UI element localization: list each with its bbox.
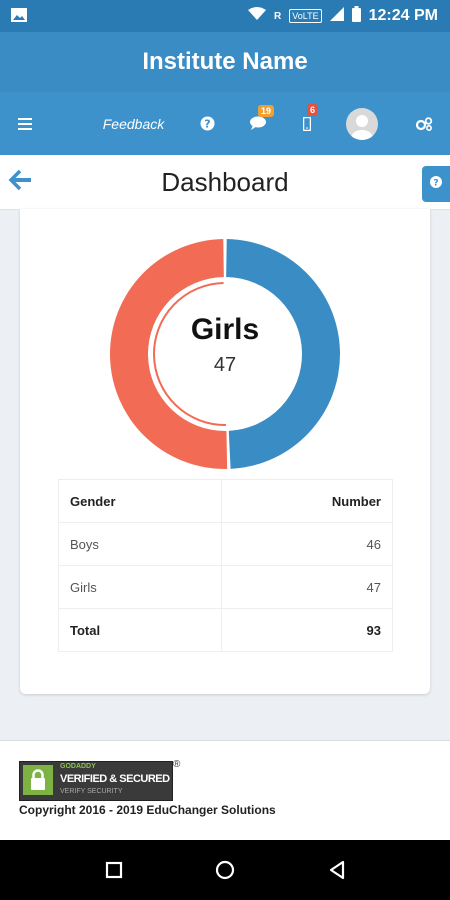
gender-donut-chart	[110, 239, 340, 469]
mobile-icon	[303, 116, 311, 131]
back-button[interactable]	[8, 167, 36, 195]
avatar	[346, 107, 378, 140]
copyright-text: Copyright 2016 - 2019 EduChanger Solutio…	[19, 803, 276, 817]
profile-button[interactable]	[345, 92, 379, 155]
row-gender: Girls	[58, 565, 222, 609]
row-gender: Boys	[58, 522, 222, 566]
home-button[interactable]	[213, 858, 237, 882]
wifi-icon	[248, 6, 267, 26]
row-number: 46	[220, 522, 394, 566]
donut-slice-boys[interactable]	[226, 239, 340, 469]
question-circle-icon: ?	[430, 175, 442, 193]
donut-slice-girls[interactable]	[110, 239, 228, 469]
footer: GODADDY VERIFIED & SECURED VERIFY SECURI…	[0, 740, 450, 841]
row-number: 47	[220, 565, 394, 609]
total-label: Total	[58, 608, 222, 652]
table-header-row: Gender Number	[58, 479, 394, 523]
lock-icon	[23, 765, 53, 795]
app-title: Institute Name	[0, 32, 450, 92]
table-row: Girls 47	[58, 565, 394, 609]
table-row: Boys 46	[58, 522, 394, 566]
status-bar: R VoLTE 12:24 PM	[0, 0, 450, 32]
recents-button[interactable]	[102, 858, 126, 882]
column-header-number: Number	[220, 479, 394, 523]
gender-table: Gender Number Boys 46 Girls 47 Total 93	[58, 479, 394, 652]
page-header: Dashboard	[0, 155, 450, 210]
feedback-label: Feedback	[102, 115, 165, 132]
messages-button[interactable]: 19	[245, 92, 275, 155]
circle-icon	[213, 860, 237, 886]
gears-icon	[415, 116, 433, 131]
triangle-back-icon	[325, 860, 349, 886]
arrow-left-icon	[8, 169, 34, 197]
clock: 12:24 PM	[368, 7, 438, 24]
android-nav-bar	[0, 840, 450, 900]
notifications-button[interactable]: 6	[295, 92, 319, 155]
page-title: Dashboard	[161, 167, 289, 197]
svg-text:?: ?	[204, 118, 210, 131]
top-nav: Feedback ? 19 6	[0, 92, 450, 155]
seal-brand: GODADDY	[60, 763, 96, 770]
donut-highlight-ring	[153, 282, 226, 426]
battery-icon	[351, 5, 361, 27]
godaddy-seal[interactable]: GODADDY VERIFIED & SECURED VERIFY SECURI…	[19, 761, 173, 801]
gallery-notification-icon	[10, 7, 28, 28]
donut-center-name: Girls	[190, 313, 260, 346]
registered-mark: ®	[173, 759, 181, 770]
roaming-label: R	[274, 10, 282, 22]
messages-badge: 19	[258, 105, 275, 117]
square-icon	[102, 861, 126, 886]
svg-text:?: ?	[433, 179, 438, 189]
question-circle-icon: ?	[200, 116, 215, 131]
hamburger-icon	[18, 117, 32, 130]
back-nav-button[interactable]	[325, 858, 349, 882]
seal-title: VERIFIED & SECURED	[60, 773, 170, 785]
help-tab-button[interactable]: ?	[422, 166, 450, 202]
column-header-gender: Gender	[58, 479, 222, 523]
menu-button[interactable]	[10, 92, 40, 155]
signal-icon	[329, 6, 344, 26]
comments-icon	[250, 116, 268, 131]
notifications-badge: 6	[307, 104, 319, 116]
volte-label: VoLTE	[289, 9, 322, 23]
seal-subtitle: VERIFY SECURITY	[60, 788, 123, 795]
total-number: 93	[220, 608, 394, 652]
feedback-link[interactable]: Feedback	[96, 92, 171, 155]
gender-card: Girls 47 Gender Number Boys 46 Girls 47 …	[20, 209, 430, 694]
settings-button[interactable]	[410, 92, 438, 155]
table-total-row: Total 93	[58, 608, 394, 652]
donut-center-value: 47	[213, 354, 237, 376]
help-button[interactable]: ?	[193, 92, 221, 155]
